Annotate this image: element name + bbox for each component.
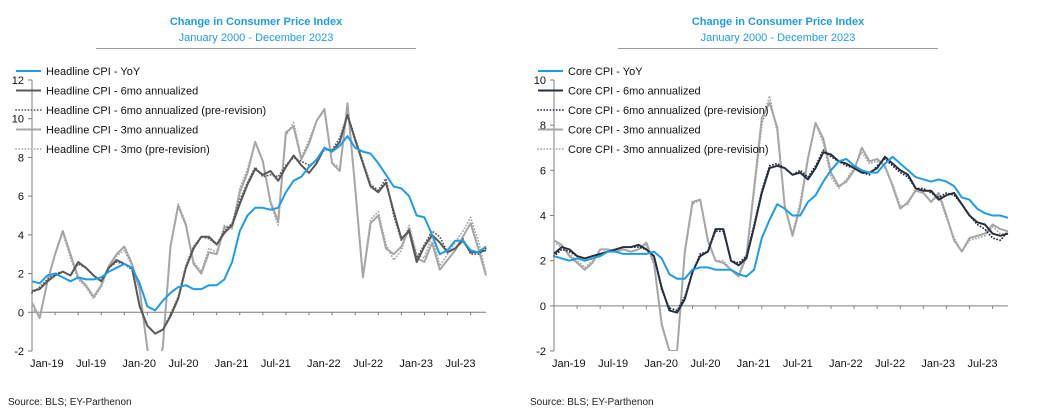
legend-label: Headline CPI - 6mo annualized (pre-revis…	[46, 105, 266, 117]
x-tick-label: Jan-21	[737, 358, 771, 370]
x-tick-label: Jan-23	[921, 358, 955, 370]
series-line-core-cpi-yoy	[553, 155, 1009, 280]
series-line-headline-cpi-yoy	[31, 135, 487, 312]
series-line-headline-cpi-6mo-annualized	[31, 113, 487, 335]
y-tick-label: 12	[12, 75, 24, 87]
x-tick-label: Jul-23	[968, 358, 998, 370]
y-tick-label: 6	[18, 191, 24, 203]
legend-label: Headline CPI - 3mo annualized	[46, 125, 198, 137]
y-tick-label: 2	[18, 269, 24, 281]
x-tick-label: Jul-21	[783, 358, 813, 370]
y-tick-label: 10	[12, 114, 24, 126]
x-tick-label: Jul-20	[169, 358, 199, 370]
chart-title: Change in Consumer Price Index	[169, 16, 343, 28]
series-line-core-cpi-6mo-annualized	[553, 151, 1009, 314]
legend-label: Core CPI - 6mo annualized	[568, 86, 701, 98]
x-tick-label: Jan-21	[215, 358, 249, 370]
x-tick-label: Jan-19	[552, 358, 586, 370]
headline-cpi-panel: Change in Consumer Price Index January 2…	[0, 0, 521, 419]
legend-label: Headline CPI - YoY	[46, 66, 141, 78]
core-cpi-panel: Change in Consumer Price Index January 2…	[522, 0, 1043, 419]
series-group	[553, 94, 1009, 351]
series-group	[31, 102, 487, 351]
y-tick-label: 6	[540, 165, 546, 177]
source-note: Source: BLS; EY-Parthenon	[530, 397, 654, 408]
x-tick-label: Jan-22	[307, 358, 341, 370]
core-cpi-chart: -2 0 2 4 6 8 10 Jan-19 Jul-19 Jan-20 Jul-20 Jan-21 J…	[534, 66, 1009, 370]
chart-subtitle: January 2000 - December 2023	[700, 32, 856, 44]
legend-label: Core CPI - YoY	[568, 66, 643, 78]
title-divider	[618, 48, 938, 49]
y-tick-label: -2	[536, 346, 546, 358]
legend-label: Headline CPI - 3mo (pre-revision)	[46, 144, 210, 156]
x-tick-label: Jan-19	[30, 358, 64, 370]
x-tick-label: Jul-21	[261, 358, 291, 370]
x-tick-label: Jan-22	[829, 358, 863, 370]
y-tick-label: 0	[18, 307, 24, 319]
y-tick-label: 0	[540, 301, 546, 313]
y-tick-label: 4	[540, 211, 546, 223]
y-tick-label: 2	[540, 256, 546, 268]
legend-label: Headline CPI - 6mo annualized	[46, 86, 198, 98]
y-tick-label: 4	[18, 230, 24, 242]
x-tick-label: Jul-22	[353, 358, 383, 370]
chart-subtitle: January 2000 - December 2023	[178, 32, 334, 44]
x-tick-label: Jan-23	[399, 358, 433, 370]
chart-title: Change in Consumer Price Index	[691, 16, 865, 28]
x-tick-label: Jul-23	[446, 358, 476, 370]
x-tick-label: Jan-20	[644, 358, 678, 370]
x-tick-label: Jul-19	[76, 358, 106, 370]
title-divider	[96, 48, 416, 49]
y-tick-label: 10	[534, 75, 546, 87]
x-tick-label: Jul-20	[691, 358, 721, 370]
legend-label: Core CPI - 3mo annualized	[568, 125, 701, 137]
series-line-core-cpi-3mo-annualized	[553, 101, 1009, 351]
legend-label: Core CPI - 6mo annualized (pre-revision)	[568, 105, 769, 117]
source-note: Source: BLS; EY-Parthenon	[8, 397, 132, 408]
x-tick-label: Jan-20	[122, 358, 156, 370]
y-tick-label: 8	[540, 120, 546, 132]
headline-cpi-chart: -2 0 2 4 6 8 10 12 Jan-19 Jul-19 Jan-20 Jul-20 Jan-2…	[12, 66, 487, 370]
x-tick-label: Jul-19	[598, 358, 628, 370]
legend-label: Core CPI - 3mo annualized (pre-revision)	[568, 144, 769, 156]
y-tick-label: 8	[18, 152, 24, 164]
x-tick-label: Jul-22	[875, 358, 905, 370]
y-tick-label: -2	[14, 346, 24, 358]
